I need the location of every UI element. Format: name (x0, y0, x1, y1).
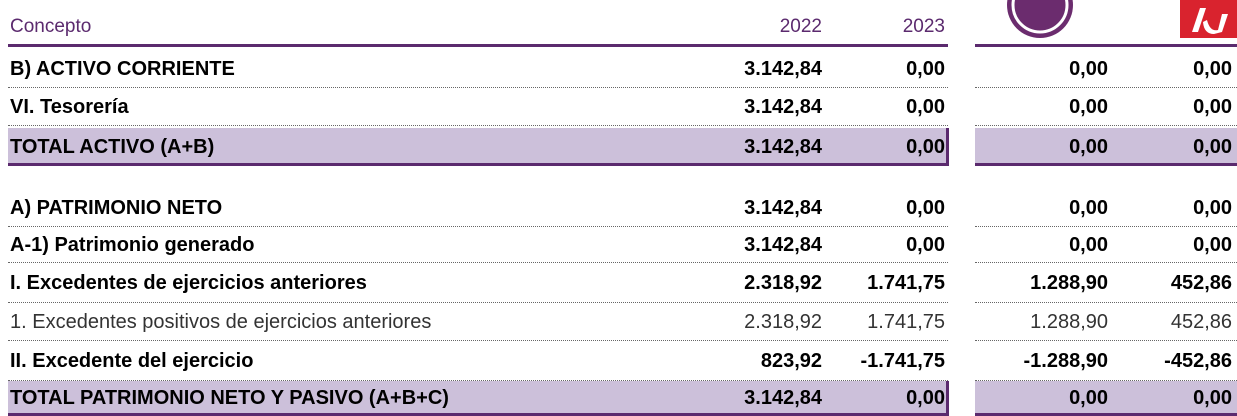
row-separator (975, 380, 1237, 381)
value-cell: 2.318,92 (744, 271, 822, 294)
value-cell: 0,00 (906, 387, 945, 409)
row-separator (8, 380, 948, 381)
value-cell: 0,00 (906, 95, 945, 118)
party-logo-1-ring (1011, 0, 1069, 34)
value-cell: 0,00 (1069, 57, 1108, 80)
party-logo-1 (1007, 0, 1073, 38)
value-cell: 452,86 (1170, 271, 1232, 294)
value-cell: 0,00 (1193, 135, 1232, 158)
value-cell: 3.142,84 (744, 57, 822, 80)
header-year: 2022 (779, 16, 822, 37)
concept-cell: A-1) Patrimonio generado (10, 233, 255, 256)
row-separator (975, 340, 1237, 341)
value-cell: 0,00 (906, 196, 945, 219)
concept-cell: I. Excedentes de ejercicios anteriores (10, 271, 367, 294)
value-cell: 0,00 (1069, 135, 1108, 158)
value-cell: 0,00 (906, 57, 945, 80)
row-separator (975, 262, 1237, 263)
table-row: TOTAL PATRIMONIO NETO Y PASIVO (A+B+C) 3.… (0, 381, 1237, 416)
concept-cell: II. Excedente del ejercicio (10, 349, 254, 372)
concept-cell: TOTAL PATRIMONIO NETO Y PASIVO (A+B+C) (10, 387, 449, 409)
row-separator (8, 87, 948, 88)
table-row: TOTAL ACTIVO (A+B) 3.142,84 0,00 0,00 0,00 (0, 128, 1237, 166)
concept-cell: 1. Excedentes positivos de ejercicios an… (10, 310, 432, 333)
value-cell: 0,00 (1069, 95, 1108, 118)
value-cell: 2.318,92 (744, 310, 822, 333)
row-separator (8, 340, 948, 341)
table-row: A-1) Patrimonio generado 3.142,84 0,00 0,00… (0, 227, 1237, 263)
value-cell: 823,92 (760, 349, 822, 372)
value-cell: -1.288,90 (1023, 349, 1108, 372)
total-band (8, 128, 948, 166)
value-cell: 1.741,75 (867, 310, 945, 333)
value-cell: 0,00 (1193, 387, 1232, 409)
row-separator (975, 302, 1237, 303)
value-cell: 0,00 (1069, 196, 1108, 219)
value-cell: 0,00 (1193, 57, 1232, 80)
header-rule (975, 44, 1237, 47)
row-separator (8, 226, 948, 227)
value-cell: -1.741,75 (860, 349, 945, 372)
value-cell: 0,00 (906, 233, 945, 256)
value-cell: 1.288,90 (1030, 310, 1108, 333)
value-cell: 0,00 (1069, 387, 1108, 409)
table-row: I. Excedentes de ejercicios anteriores 2.… (0, 263, 1237, 303)
total-divider (946, 128, 949, 166)
value-cell: 0,00 (1193, 233, 1232, 256)
logos (1007, 0, 1237, 38)
concept-cell: A) PATRIMONIO NETO (10, 196, 223, 219)
value-cell: 0,00 (1193, 95, 1232, 118)
header-rule (8, 44, 948, 47)
row-separator (8, 262, 948, 263)
value-cell: 1.741,75 (867, 271, 945, 294)
row-separator (975, 125, 1237, 126)
row-separator (975, 87, 1237, 88)
table-row: B) ACTIVO CORRIENTE 3.142,84 0,00 0,00 0,00 (0, 50, 1237, 88)
table-row: II. Excedente del ejercicio 823,92 -1.741,… (0, 341, 1237, 381)
value-cell: 3.142,84 (744, 387, 822, 409)
total-divider (946, 381, 949, 416)
value-cell: 3.142,84 (744, 95, 822, 118)
total-band (8, 381, 948, 416)
header-concept: Concepto (10, 16, 92, 37)
value-cell: 452,86 (1170, 310, 1232, 333)
value-cell: -452,86 (1164, 349, 1232, 372)
value-cell: 3.142,84 (744, 233, 822, 256)
row-separator (975, 226, 1237, 227)
row-separator (8, 125, 948, 126)
value-cell: 3.142,84 (744, 196, 822, 219)
header-year: 2023 (902, 16, 945, 37)
value-cell: 3.142,84 (744, 135, 822, 158)
concept-cell: TOTAL ACTIVO (A+B) (10, 135, 215, 158)
value-cell: 0,00 (1193, 196, 1232, 219)
total-band (975, 128, 1237, 166)
value-cell: 1.288,90 (1030, 271, 1108, 294)
row-separator (8, 302, 948, 303)
concept-cell: VI. Tesorería (10, 95, 129, 118)
table-row: A) PATRIMONIO NETO 3.142,84 0,00 0,00 0,00 (0, 189, 1237, 227)
table-row: VI. Tesorería 3.142,84 0,00 0,00 0,00 (0, 88, 1237, 126)
party-logo-2-mark (1192, 8, 1228, 34)
total-band (975, 381, 1237, 416)
value-cell: 0,00 (1069, 233, 1108, 256)
table-row: 1. Excedentes positivos de ejercicios an… (0, 303, 1237, 341)
concept-cell: B) ACTIVO CORRIENTE (10, 57, 235, 80)
value-cell: 0,00 (906, 135, 945, 158)
